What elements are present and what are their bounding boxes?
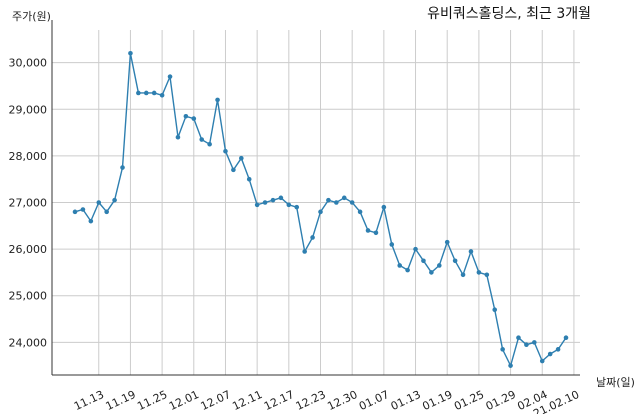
data-point: [175, 134, 181, 140]
x-tick-label: 01.19: [420, 388, 454, 413]
x-tick-label: 12.30: [325, 388, 359, 413]
data-point: [444, 239, 450, 245]
data-point: [349, 200, 355, 205]
data-point: [223, 148, 228, 154]
data-point: [341, 195, 347, 201]
data-point: [167, 74, 173, 79]
data-point: [405, 267, 410, 273]
data-point: [397, 263, 402, 268]
data-point: [468, 249, 474, 254]
data-point: [334, 200, 339, 205]
x-tick-label: 11.13: [72, 388, 106, 413]
data-point: [452, 258, 458, 264]
data-point: [326, 197, 331, 203]
data-point: [183, 113, 189, 119]
series-layer: [72, 51, 569, 368]
x-tick-label: 01.29: [484, 388, 518, 413]
x-tick-label: 12.07: [199, 388, 233, 413]
data-point: [492, 307, 498, 313]
data-point: [436, 263, 442, 268]
data-point: [239, 155, 244, 161]
data-point: [294, 204, 300, 210]
data-point: [365, 228, 371, 233]
data-point: [143, 90, 149, 96]
data-point: [357, 209, 363, 215]
data-point: [151, 90, 157, 96]
y-tick-label: 24,000: [9, 336, 48, 349]
data-point: [389, 242, 395, 247]
data-point: [231, 167, 236, 173]
data-point: [381, 204, 387, 210]
data-point: [413, 246, 418, 252]
y-axis-label: 주가(원): [12, 10, 51, 23]
data-point: [96, 200, 102, 205]
x-tick-label: 12.17: [262, 388, 296, 413]
x-tick-label: 12.23: [294, 388, 328, 413]
data-point: [128, 51, 133, 56]
y-tick-label: 30,000: [9, 57, 48, 70]
x-tick-label: 11.19: [104, 388, 138, 413]
data-point: [80, 207, 86, 212]
x-tick-label: 12.01: [167, 388, 201, 413]
data-point: [191, 116, 197, 121]
data-point: [508, 363, 513, 368]
data-point: [278, 195, 284, 201]
grid: [52, 30, 580, 375]
data-point: [246, 176, 252, 182]
data-point: [373, 230, 379, 236]
x-tick-label: 01.07: [357, 388, 391, 413]
data-point: [318, 209, 323, 215]
data-point: [286, 202, 292, 208]
data-point: [539, 358, 545, 364]
x-tick-label: 12.11: [230, 388, 264, 413]
data-point: [302, 249, 307, 254]
data-point: [460, 272, 466, 278]
tick-labels: 24,000 25,000 26,000 27,000 28,000 29,000 30,0…: [9, 57, 582, 414]
data-point: [215, 97, 220, 103]
x-tick-label: 11.25: [135, 388, 169, 413]
data-point: [254, 202, 260, 208]
data-point: [476, 270, 482, 275]
data-point: [199, 137, 205, 142]
data-point: [207, 141, 212, 147]
data-point: [484, 272, 490, 278]
x-tick-label: 01.25: [452, 388, 486, 413]
y-tick-label: 29,000: [9, 103, 48, 116]
y-tick-label: 26,000: [9, 243, 48, 256]
data-point: [159, 92, 165, 98]
axes: [51, 20, 580, 376]
data-point: [270, 197, 276, 203]
data-point: [310, 235, 315, 240]
data-point: [547, 351, 553, 357]
data-point: [421, 258, 426, 264]
data-point: [120, 165, 125, 170]
data-point: [112, 197, 117, 203]
x-axis-label: 날짜(일): [596, 375, 635, 389]
data-point: [262, 200, 268, 205]
data-point: [555, 347, 561, 352]
x-tick-label: 01.13: [389, 388, 423, 413]
y-tick-label: 28,000: [9, 150, 48, 163]
data-point: [532, 340, 537, 345]
data-point: [136, 90, 141, 96]
data-point: [88, 218, 94, 224]
data-point: [429, 270, 434, 275]
data-point: [516, 335, 521, 341]
data-point: [563, 335, 569, 341]
data-point: [500, 347, 505, 352]
data-point: [524, 342, 529, 347]
chart-title: 유비쿼스홀딩스, 최근 3개월: [427, 6, 591, 22]
data-point: [72, 209, 78, 215]
data-point: [104, 209, 109, 215]
y-tick-label: 27,000: [9, 197, 48, 210]
y-tick-label: 25,000: [9, 290, 48, 303]
